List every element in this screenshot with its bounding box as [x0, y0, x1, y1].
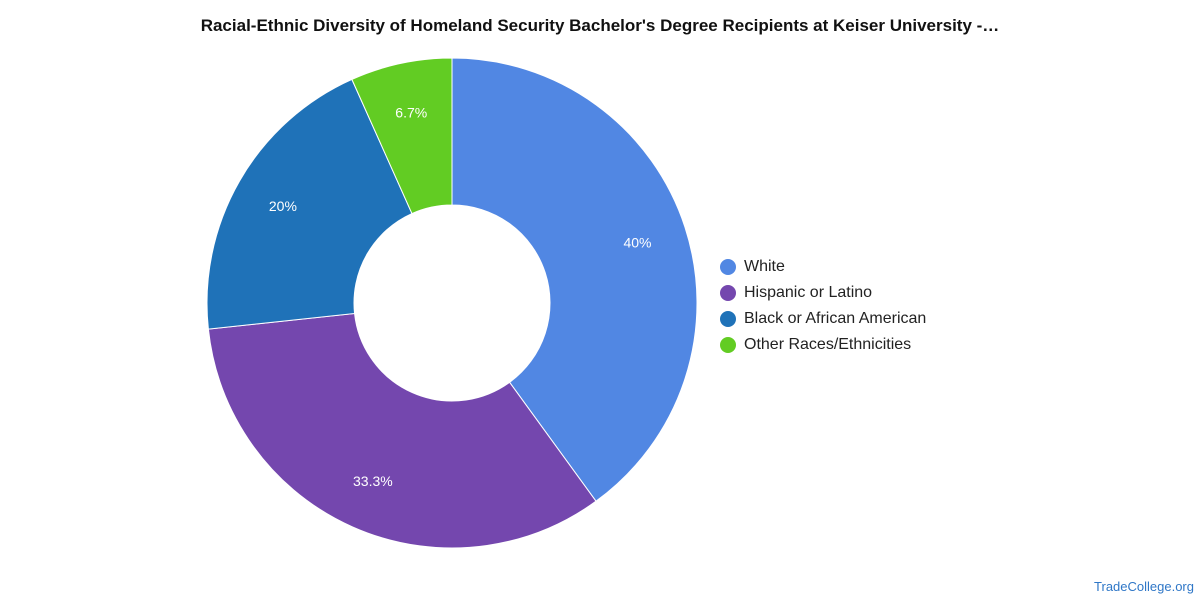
slice-label: 6.7%: [395, 104, 427, 120]
slice-other[interactable]: [351, 57, 453, 215]
slice-label: 40%: [623, 235, 651, 251]
legend-swatch-other: [720, 337, 736, 353]
legend: White Hispanic or Latino Black or Africa…: [720, 254, 926, 358]
legend-swatch-black: [720, 311, 736, 327]
slice-label: 33.3%: [353, 473, 393, 489]
legend-label: Black or African American: [744, 310, 927, 327]
slice-black[interactable]: [206, 78, 413, 330]
legend-label: Hispanic or Latino: [744, 284, 873, 301]
legend-item-black[interactable]: Black or African American: [720, 306, 926, 332]
legend-label: White: [744, 258, 785, 275]
slice-hispanic[interactable]: [207, 312, 597, 549]
legend-item-hispanic[interactable]: Hispanic or Latino: [720, 280, 926, 306]
legend-swatch-white: [720, 259, 736, 275]
slice-label: 20%: [269, 198, 297, 214]
legend-item-white[interactable]: White: [720, 254, 926, 280]
legend-label: Other Races/Ethnicities: [744, 336, 912, 353]
legend-item-other[interactable]: Other Races/Ethnicities: [720, 332, 926, 358]
slice-white[interactable]: [451, 57, 698, 502]
source-link[interactable]: TradeCollege.org: [1094, 579, 1194, 594]
chart-title: Racial-Ethnic Diversity of Homeland Secu…: [200, 16, 1000, 35]
legend-swatch-hispanic: [720, 285, 736, 301]
